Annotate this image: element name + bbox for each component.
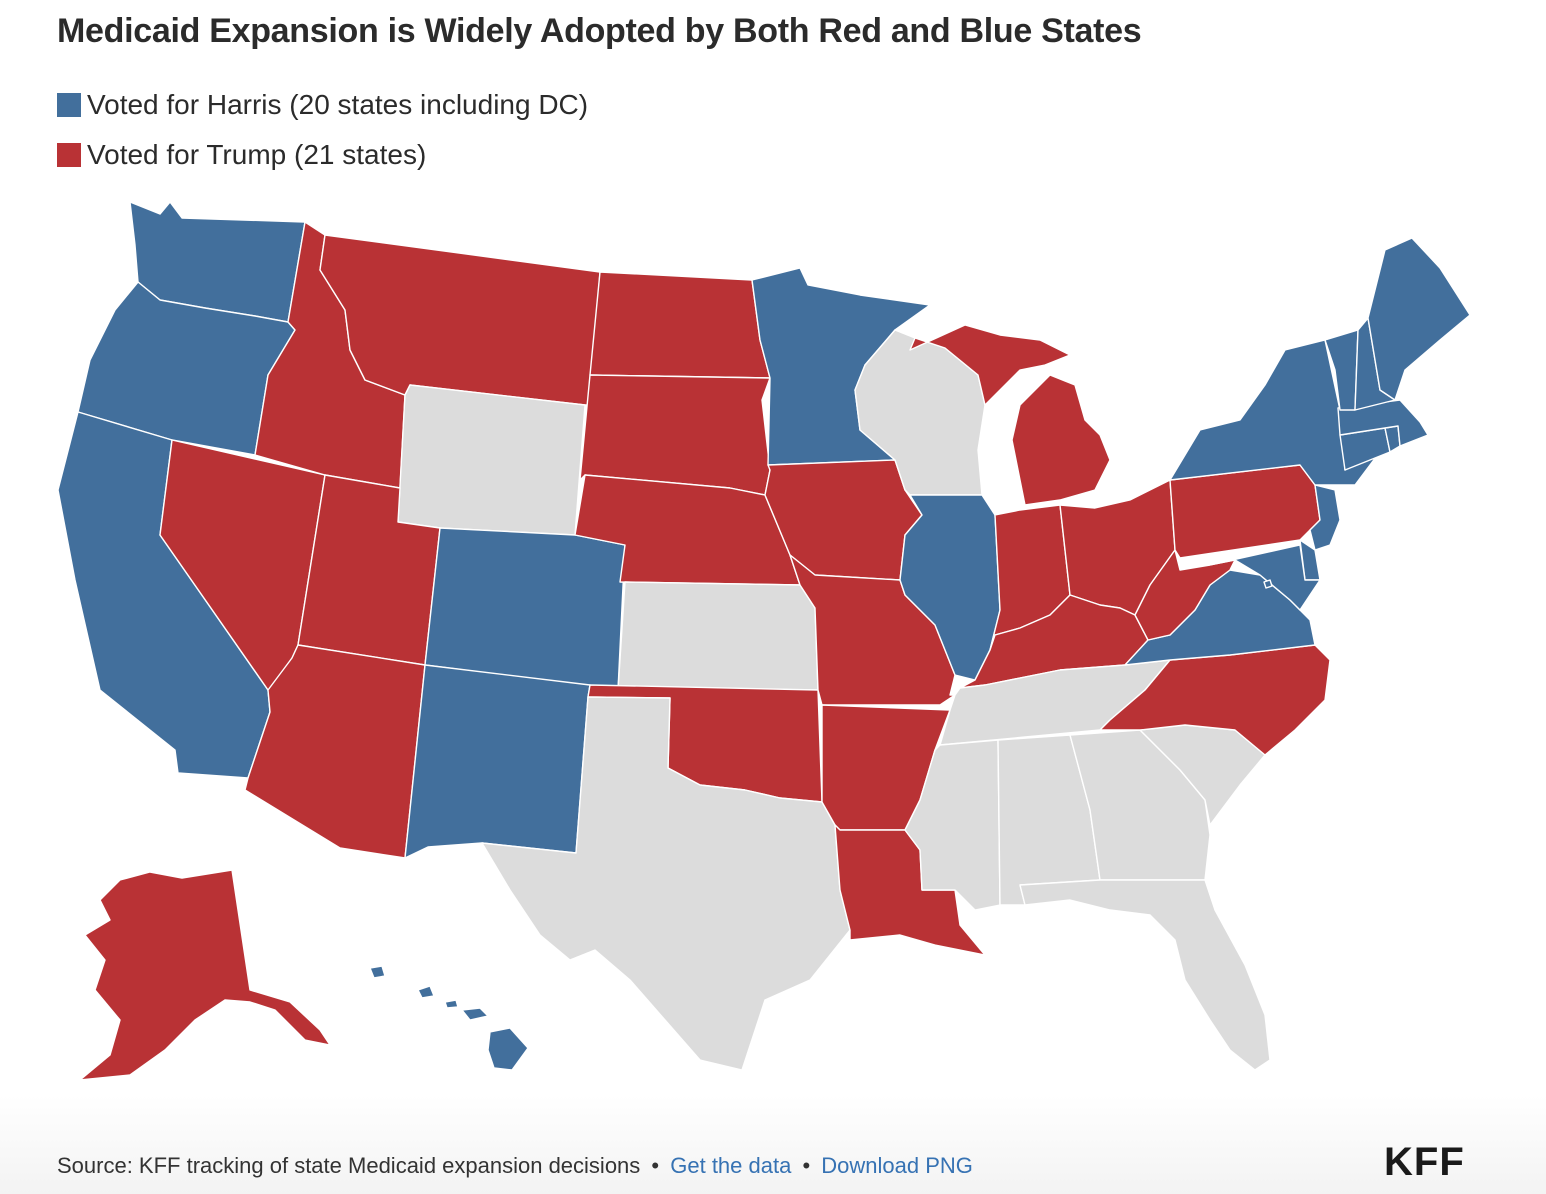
legend-item-harris: Voted for Harris (20 states including DC… xyxy=(57,80,588,130)
source-separator: • xyxy=(651,1153,660,1178)
us-state-map xyxy=(0,190,1546,1090)
link-separator: • xyxy=(802,1153,811,1178)
legend-label-harris: Voted for Harris (20 states including DC… xyxy=(87,89,589,120)
state-AK[interactable] xyxy=(79,869,331,1081)
map-svg xyxy=(57,201,1471,1081)
state-HI[interactable] xyxy=(369,965,529,1071)
state-VT[interactable] xyxy=(1324,329,1359,411)
legend-swatch-trump xyxy=(57,143,81,167)
legend-item-trump: Voted for Trump (21 states) xyxy=(57,130,588,180)
state-ND[interactable] xyxy=(589,271,771,379)
kff-logo: KFF xyxy=(1384,1140,1465,1184)
footer-band xyxy=(0,1095,1546,1194)
get-data-link[interactable]: Get the data xyxy=(670,1153,792,1178)
source-text: Source: KFF tracking of state Medicaid e… xyxy=(57,1153,641,1178)
chart-title: Medicaid Expansion is Widely Adopted by … xyxy=(57,12,1142,50)
legend: Voted for Harris (20 states including DC… xyxy=(57,80,588,180)
state-WY[interactable] xyxy=(397,384,586,536)
state-PA[interactable] xyxy=(1169,464,1321,559)
source-line: Source: KFF tracking of state Medicaid e… xyxy=(57,1153,973,1179)
state-MI[interactable] xyxy=(909,324,1111,506)
state-MA[interactable] xyxy=(1337,399,1429,447)
state-ME[interactable] xyxy=(1367,237,1471,401)
state-KS[interactable] xyxy=(617,581,819,691)
state-MD[interactable] xyxy=(1209,544,1321,611)
state-DC[interactable] xyxy=(1263,579,1273,589)
state-WV[interactable] xyxy=(1134,549,1236,641)
state-FL[interactable] xyxy=(1019,879,1271,1071)
state-TX[interactable] xyxy=(481,696,851,1071)
legend-swatch-harris xyxy=(57,93,81,117)
state-CO[interactable] xyxy=(424,527,626,691)
download-png-link[interactable]: Download PNG xyxy=(821,1153,973,1178)
legend-label-trump: Voted for Trump (21 states) xyxy=(87,139,427,170)
state-NM[interactable] xyxy=(404,664,591,859)
state-NJ[interactable] xyxy=(1309,484,1341,551)
